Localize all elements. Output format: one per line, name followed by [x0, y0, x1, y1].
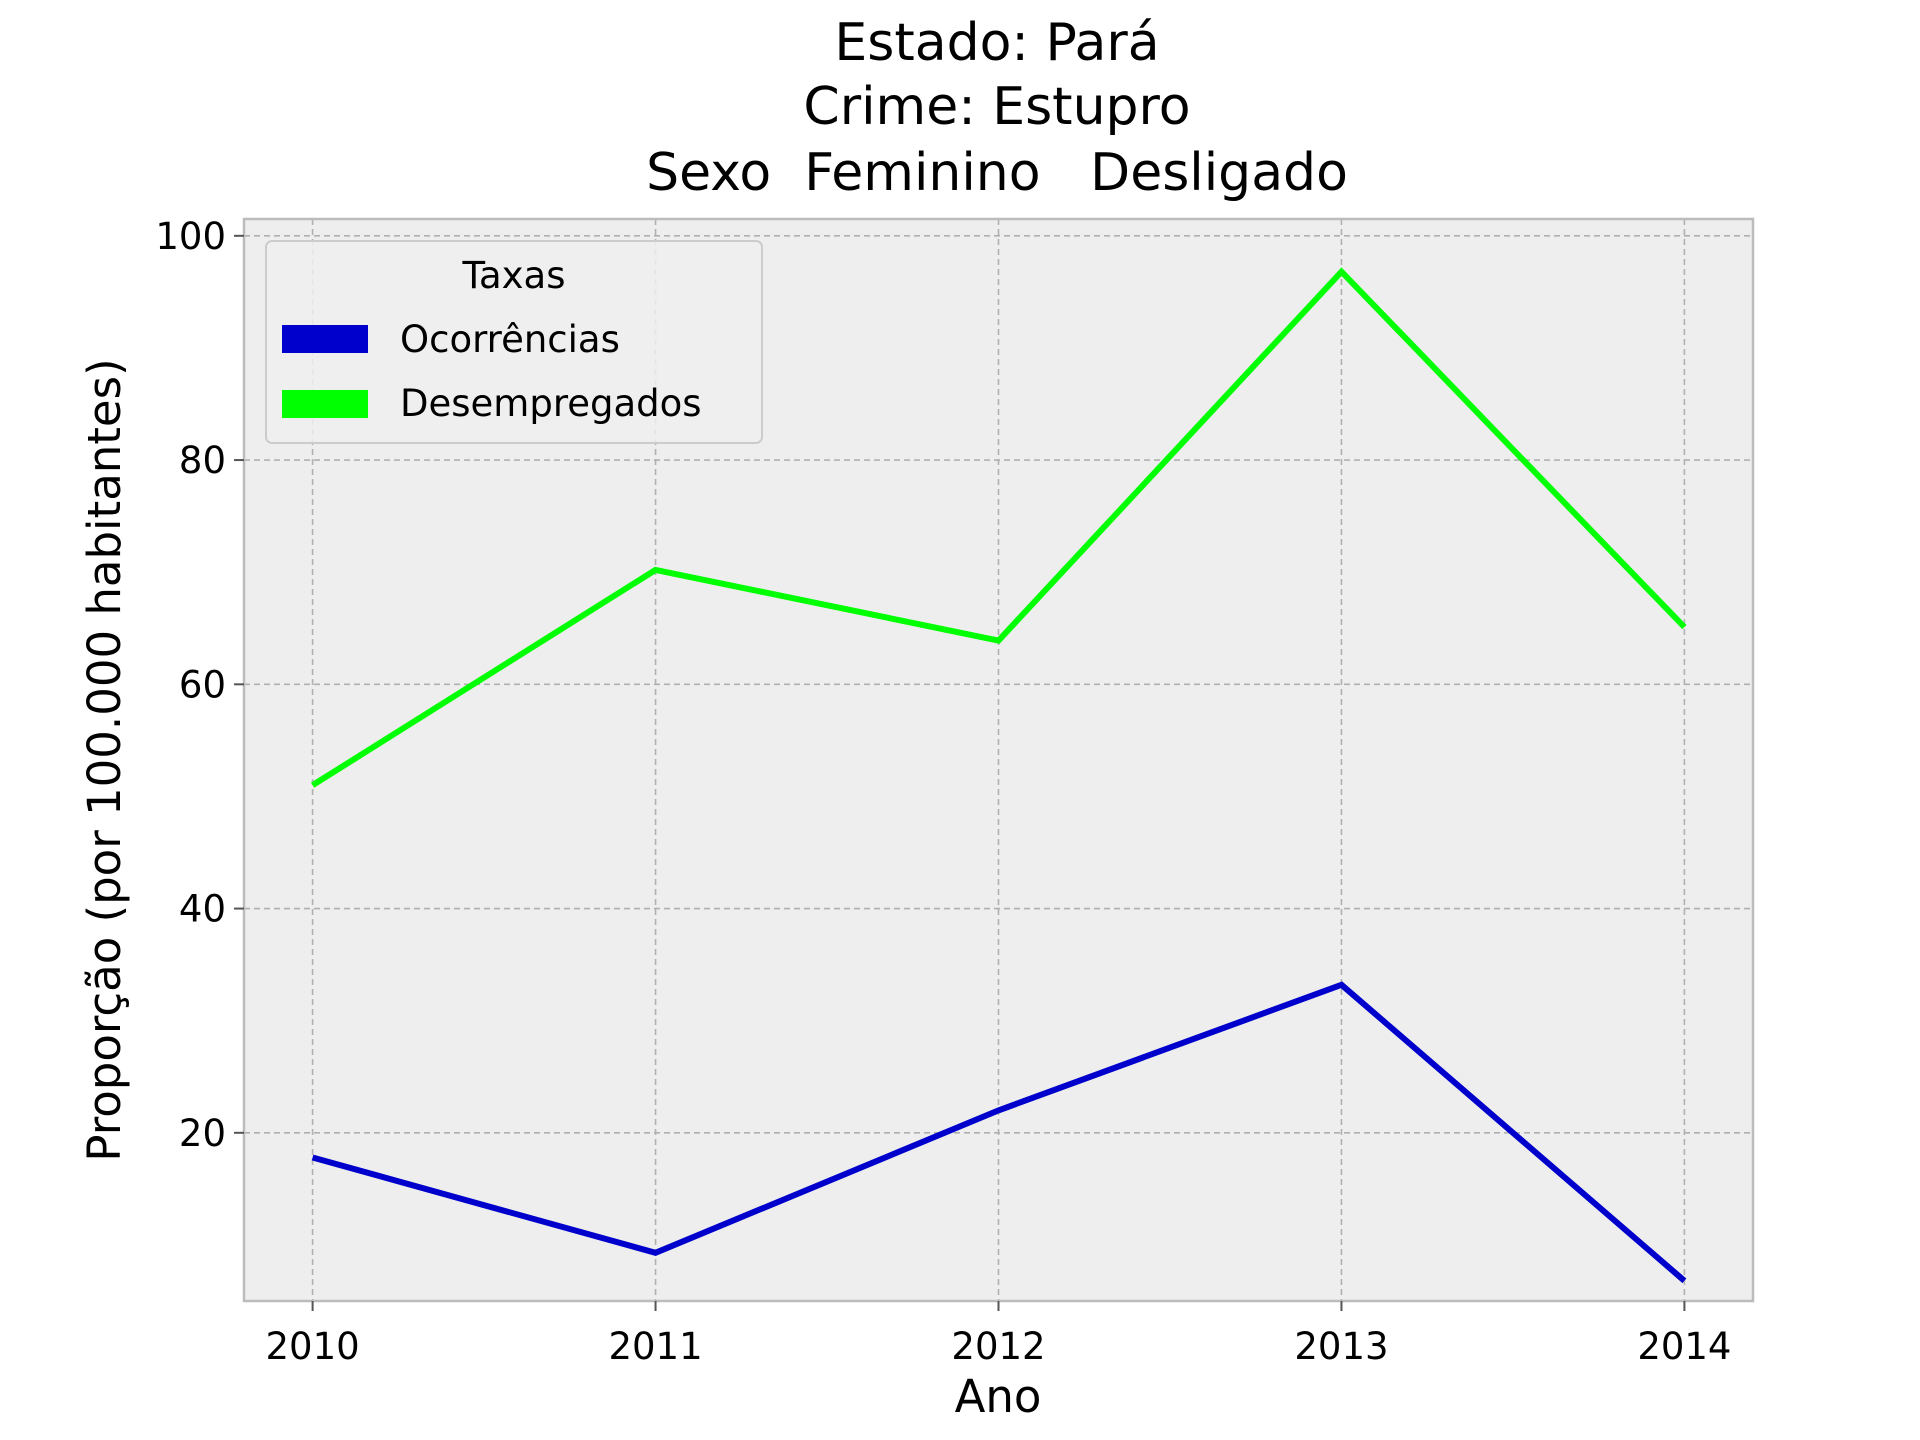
series-layer	[311, 267, 1687, 1284]
legend-swatch-ocorrencias	[282, 325, 368, 353]
legend-label-desempregados: Desempregados	[400, 382, 702, 425]
legend-box	[265, 240, 763, 444]
title-line-1: Estado: Pará	[834, 13, 1159, 73]
x-tick-label-2013: 2013	[1294, 1325, 1388, 1368]
x-tick-label-2011: 2011	[608, 1325, 702, 1368]
title-line-3: Sexo Feminino Desligado	[646, 143, 1348, 203]
x-tick-label-2010: 2010	[266, 1325, 360, 1368]
y-axis-label: Proporção (por 100.000 habitantes)	[78, 358, 131, 1161]
legend-label-ocorrencias: Ocorrências	[400, 318, 620, 361]
x-tick-label-2012: 2012	[951, 1325, 1045, 1368]
title-line-2: Crime: Estupro	[803, 77, 1190, 137]
legend-swatch-desempregados	[282, 390, 368, 418]
x-axis: 2010 2011 2012 2013 2014	[266, 1301, 1731, 1368]
y-axis: 20 40 60 80 100	[155, 215, 244, 1155]
series-line-ocorrencias	[311, 981, 1687, 1284]
chart-title: Estado: Pará Crime: Estupro Sexo Feminin…	[646, 13, 1348, 203]
y-tick-label-80: 80	[179, 439, 226, 482]
x-axis-label: Ano	[955, 1370, 1042, 1423]
x-tick-label-2014: 2014	[1637, 1325, 1731, 1368]
legend: Taxas Ocorrências Desempregados	[265, 240, 763, 444]
y-tick-label-20: 20	[179, 1112, 226, 1155]
y-tick-label-60: 60	[179, 663, 226, 706]
legend-title: Taxas	[462, 254, 566, 297]
y-tick-label-40: 40	[179, 888, 226, 931]
y-tick-label-100: 100	[155, 215, 226, 258]
grid	[244, 219, 1753, 1301]
series-line-desempregados	[311, 267, 1687, 788]
